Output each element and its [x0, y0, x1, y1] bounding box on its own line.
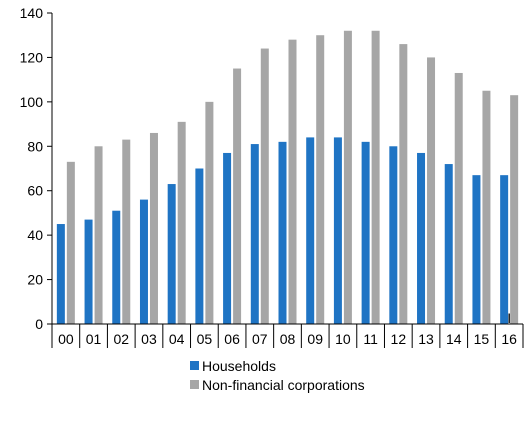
- bar-households: [444, 164, 453, 324]
- x-axis: 00 01 02 03 04 05 06 07 08 09 10 11 12 13 14 15 16 I: [51, 310, 524, 348]
- bar-households: [417, 152, 426, 324]
- y-tick-label: 40: [27, 227, 43, 243]
- bar-households: [306, 137, 315, 324]
- x-tick-label: 14: [446, 331, 462, 347]
- bar-households: [139, 199, 148, 324]
- x-tick-label: 06: [224, 331, 240, 347]
- x-tick-label: 07: [252, 331, 268, 347]
- bar-non-financial-corporations: [260, 48, 269, 325]
- y-tick-label: 80: [27, 138, 43, 154]
- bar-households: [500, 175, 509, 324]
- legend-label: Non-financial corporations: [202, 377, 365, 393]
- bar-households: [250, 144, 259, 324]
- bar-households: [361, 141, 370, 324]
- bar-households: [389, 146, 398, 324]
- bars: [56, 30, 519, 325]
- bar-non-financial-corporations: [122, 139, 131, 324]
- bar-households: [56, 224, 65, 324]
- x-tick-label: 01: [86, 331, 102, 347]
- bar-non-financial-corporations: [66, 161, 75, 324]
- x-tick-label: 00: [58, 331, 74, 347]
- bar-households: [112, 210, 121, 324]
- x-tick-label: 16: [501, 331, 517, 347]
- bar-non-financial-corporations: [399, 44, 408, 324]
- x-tick-label: 03: [141, 331, 157, 347]
- x-tick-prefix-label: I: [507, 310, 511, 326]
- bar-non-financial-corporations: [149, 132, 158, 324]
- y-tick-label: 20: [27, 272, 43, 288]
- x-tick-label: 09: [307, 331, 323, 347]
- bar-non-financial-corporations: [177, 121, 186, 324]
- x-tick-label: 10: [335, 331, 351, 347]
- bar-households: [167, 184, 176, 324]
- bar-households: [195, 168, 204, 324]
- y-tick-label: 120: [20, 49, 44, 65]
- bar-households: [333, 137, 342, 324]
- x-tick-label: 11: [363, 331, 378, 347]
- bar-non-financial-corporations: [427, 57, 436, 325]
- legend-swatch: [190, 361, 199, 370]
- bar-non-financial-corporations: [94, 146, 103, 324]
- bar-households: [472, 175, 481, 324]
- x-tick-label: 15: [474, 331, 490, 347]
- bar-households: [84, 219, 93, 324]
- bar-non-financial-corporations: [316, 35, 325, 324]
- x-tick-label: 04: [169, 331, 185, 347]
- x-tick-label: 05: [197, 331, 213, 347]
- bar-households: [278, 141, 287, 324]
- y-tick-label: 0: [35, 316, 43, 332]
- bar-non-financial-corporations: [454, 72, 463, 324]
- x-tick-label: 02: [113, 331, 129, 347]
- legend: Households Non-financial corporations: [190, 358, 365, 393]
- bar-non-financial-corporations: [510, 95, 519, 324]
- bar-non-financial-corporations: [233, 68, 242, 325]
- bar-non-financial-corporations: [343, 30, 352, 325]
- bar-non-financial-corporations: [205, 101, 214, 324]
- legend-label: Households: [202, 358, 276, 374]
- x-tick-label: 13: [418, 331, 434, 347]
- x-tick-label: 08: [280, 331, 296, 347]
- legend-swatch: [190, 380, 199, 389]
- y-tick-label: 100: [20, 94, 44, 110]
- y-tick-label: 140: [20, 5, 44, 21]
- bar-non-financial-corporations: [482, 90, 491, 324]
- y-axis: 0 20 40 60 80 100 120 140: [20, 5, 53, 332]
- bar-non-financial-corporations: [288, 39, 297, 325]
- bar-households: [223, 152, 232, 324]
- y-tick-label: 60: [27, 183, 43, 199]
- x-tick-label: 12: [391, 331, 407, 347]
- bar-non-financial-corporations: [371, 30, 380, 325]
